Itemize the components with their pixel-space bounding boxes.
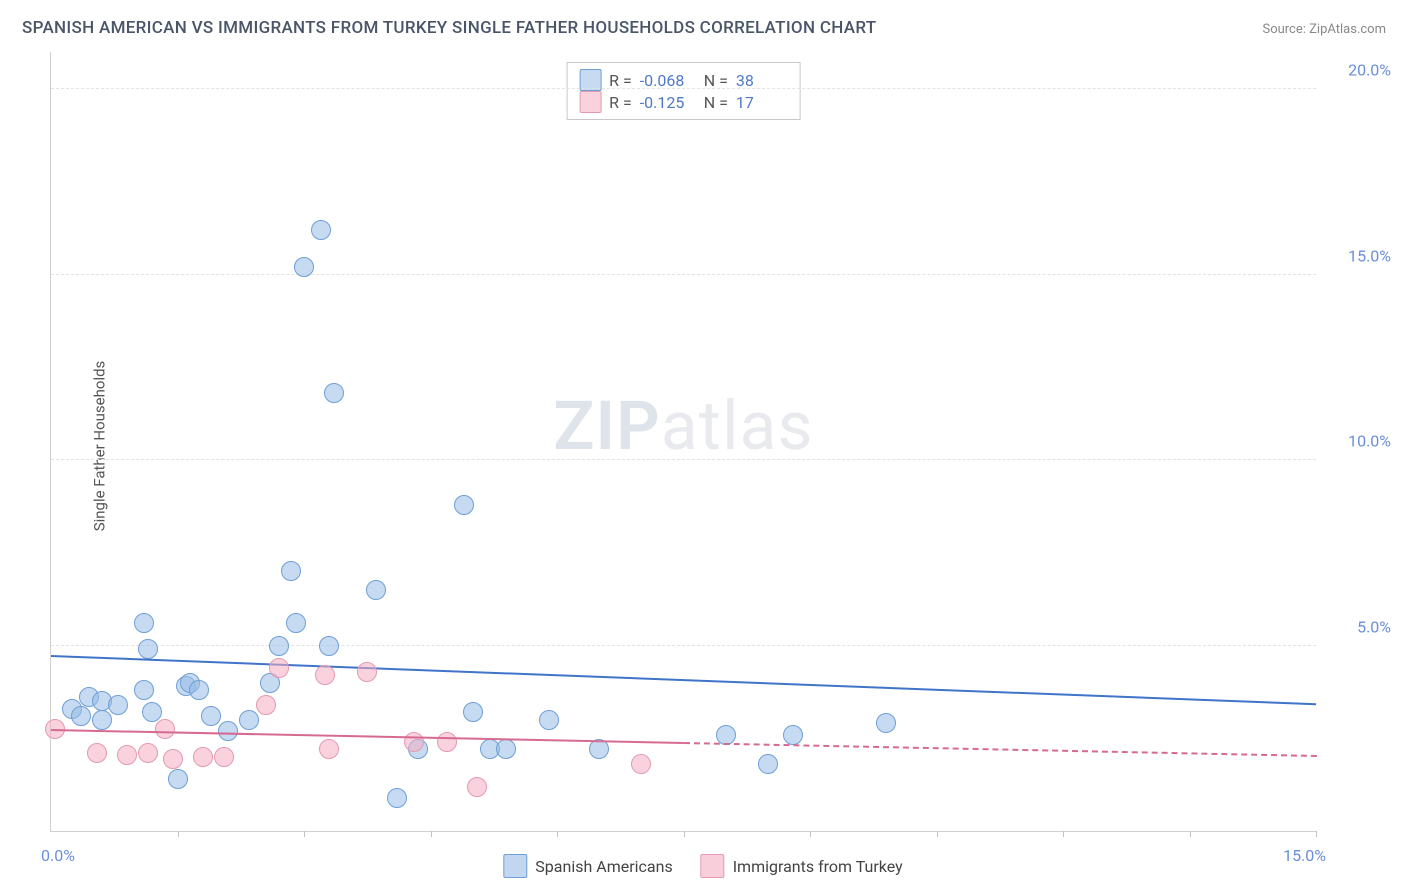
data-point bbox=[311, 220, 331, 240]
data-point bbox=[437, 732, 457, 752]
stat-n-value: 17 bbox=[736, 93, 788, 112]
data-point bbox=[783, 725, 803, 745]
data-point bbox=[496, 739, 516, 759]
data-point bbox=[758, 754, 778, 774]
data-point bbox=[269, 636, 289, 656]
stat-label: R = bbox=[609, 93, 632, 112]
regression-line bbox=[683, 742, 1316, 757]
regression-line bbox=[51, 729, 684, 744]
x-tick-mark bbox=[1316, 831, 1317, 837]
data-point bbox=[467, 777, 487, 797]
data-point bbox=[71, 706, 91, 726]
x-tick-mark bbox=[304, 831, 305, 837]
data-point bbox=[324, 383, 344, 403]
x-tick-mark bbox=[557, 831, 558, 837]
stat-n-value: 38 bbox=[736, 71, 788, 90]
data-point bbox=[138, 639, 158, 659]
data-point bbox=[239, 710, 259, 730]
stat-label: N = bbox=[700, 93, 728, 112]
x-tick-mark bbox=[431, 831, 432, 837]
data-point bbox=[92, 710, 112, 730]
x-tick-mark bbox=[810, 831, 811, 837]
gridline bbox=[51, 645, 1316, 646]
data-point bbox=[87, 743, 107, 763]
gridline bbox=[51, 459, 1316, 460]
data-point bbox=[201, 706, 221, 726]
y-tick-label: 20.0% bbox=[1326, 61, 1391, 80]
x-tick-label: 15.0% bbox=[1283, 846, 1326, 865]
data-point bbox=[315, 665, 335, 685]
regression-line bbox=[51, 655, 1316, 705]
data-point bbox=[281, 561, 301, 581]
y-tick-label: 5.0% bbox=[1326, 617, 1391, 636]
y-tick-label: 10.0% bbox=[1326, 432, 1391, 451]
chart-title: SPANISH AMERICAN VS IMMIGRANTS FROM TURK… bbox=[22, 18, 876, 38]
data-point bbox=[319, 739, 339, 759]
watermark: ZIPatlas bbox=[553, 386, 813, 466]
legend-item: Immigrants from Turkey bbox=[701, 854, 903, 878]
data-point bbox=[366, 580, 386, 600]
legend: Spanish Americans Immigrants from Turkey bbox=[503, 854, 902, 878]
data-point bbox=[269, 658, 289, 678]
data-point bbox=[387, 788, 407, 808]
x-tick-mark bbox=[937, 831, 938, 837]
data-point bbox=[716, 725, 736, 745]
data-point bbox=[539, 710, 559, 730]
data-point bbox=[876, 713, 896, 733]
x-tick-mark bbox=[684, 831, 685, 837]
source-label: Source: ZipAtlas.com bbox=[1262, 22, 1386, 37]
stat-r-value: -0.068 bbox=[640, 71, 692, 90]
data-point bbox=[155, 719, 175, 739]
legend-swatch bbox=[503, 854, 527, 878]
correlation-stats-box: R = -0.068 N = 38 R = -0.125 N = 17 bbox=[566, 62, 801, 120]
data-point bbox=[357, 662, 377, 682]
x-tick-mark bbox=[178, 831, 179, 837]
data-point bbox=[319, 636, 339, 656]
data-point bbox=[138, 743, 158, 763]
x-tick-mark bbox=[1190, 831, 1191, 837]
stat-label: R = bbox=[609, 71, 632, 90]
data-point bbox=[117, 745, 137, 765]
data-point bbox=[134, 613, 154, 633]
data-point bbox=[454, 495, 474, 515]
stats-row: R = -0.125 N = 17 bbox=[579, 91, 788, 113]
data-point bbox=[256, 695, 276, 715]
legend-label: Spanish Americans bbox=[535, 857, 672, 876]
gridline bbox=[51, 274, 1316, 275]
data-point bbox=[108, 695, 128, 715]
data-point bbox=[168, 769, 188, 789]
x-tick-mark bbox=[1063, 831, 1064, 837]
legend-item: Spanish Americans bbox=[503, 854, 672, 878]
legend-label: Immigrants from Turkey bbox=[733, 857, 903, 876]
data-point bbox=[189, 680, 209, 700]
data-point bbox=[134, 680, 154, 700]
legend-swatch bbox=[701, 854, 725, 878]
gridline bbox=[51, 88, 1316, 89]
data-point bbox=[286, 613, 306, 633]
data-point bbox=[463, 702, 483, 722]
data-point bbox=[631, 754, 651, 774]
stat-label: N = bbox=[700, 71, 728, 90]
data-point bbox=[404, 732, 424, 752]
data-point bbox=[218, 721, 238, 741]
y-tick-label: 15.0% bbox=[1326, 246, 1391, 265]
x-tick-label: 0.0% bbox=[41, 846, 75, 865]
scatter-plot-area: ZIPatlas R =-0.068 N =38R =-0.125 N =17 … bbox=[50, 52, 1316, 832]
stat-r-value: -0.125 bbox=[640, 93, 692, 112]
data-point bbox=[163, 749, 183, 769]
data-point bbox=[193, 747, 213, 767]
series-swatch bbox=[579, 91, 601, 113]
data-point bbox=[214, 747, 234, 767]
data-point bbox=[294, 257, 314, 277]
